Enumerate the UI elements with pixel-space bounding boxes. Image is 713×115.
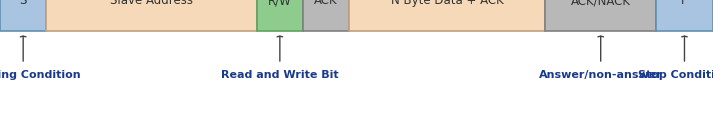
Text: S: S [19, 0, 27, 7]
Text: Stop Condition: Stop Condition [638, 69, 713, 79]
Bar [0, 0, 46, 32]
Text: P: P [681, 0, 688, 7]
Bar [545, 0, 656, 32]
Bar [46, 0, 257, 32]
Text: N Byte Data + ACK: N Byte Data + ACK [391, 0, 504, 7]
Bar [303, 0, 349, 32]
Bar [349, 0, 545, 32]
Text: ACK/NACK: ACK/NACK [570, 0, 631, 7]
Bar [257, 0, 303, 32]
Bar [656, 0, 713, 32]
Text: R/W: R/W [268, 0, 292, 7]
Text: Read and Write Bit: Read and Write Bit [221, 69, 339, 79]
Text: Answer/non-answer: Answer/non-answer [539, 69, 662, 79]
Text: Starting Condition: Starting Condition [0, 69, 81, 79]
Text: Slave Address: Slave Address [110, 0, 193, 7]
Text: ACK: ACK [314, 0, 338, 7]
